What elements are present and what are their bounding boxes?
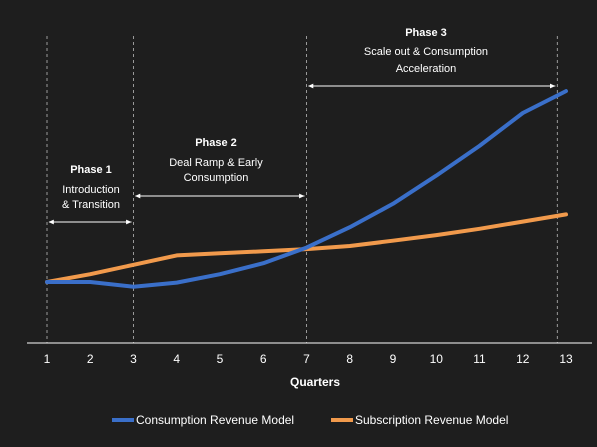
series-line bbox=[45, 89, 568, 289]
x-tick-label: 12 bbox=[516, 352, 530, 366]
phase-description: Scale out & Consumption bbox=[364, 46, 488, 58]
phase-description: Acceleration bbox=[396, 63, 457, 75]
phase-annotations: Phase 1 Introduction & Transition Phase 2 De… bbox=[48, 27, 556, 225]
x-tick-label: 10 bbox=[430, 352, 444, 366]
phase-title: Phase 3 bbox=[405, 27, 447, 39]
phase-description: Consumption bbox=[184, 172, 249, 184]
legend-label: Consumption Revenue Model bbox=[136, 413, 294, 427]
x-tick-label: 2 bbox=[87, 352, 94, 366]
x-tick-label: 7 bbox=[303, 352, 310, 366]
phase-title: Phase 1 bbox=[70, 164, 112, 176]
phase-annotation: Phase 1 Introduction & Transition bbox=[48, 164, 132, 225]
phase-annotation: Phase 2 Deal Ramp & Early Consumption bbox=[134, 137, 305, 199]
legend: Consumption Revenue Model Subscription Re… bbox=[112, 413, 508, 427]
phase-description: Deal Ramp & Early bbox=[169, 157, 263, 169]
x-tick-label: 9 bbox=[390, 352, 397, 366]
phase-title: Phase 2 bbox=[195, 137, 237, 149]
x-tick-labels: 1 2 3 4 5 6 7 8 9 10 11 12 13 bbox=[44, 352, 573, 366]
x-tick-label: 13 bbox=[559, 352, 573, 366]
legend-label: Subscription Revenue Model bbox=[355, 413, 508, 427]
x-tick-label: 8 bbox=[346, 352, 353, 366]
legend-item: Consumption Revenue Model bbox=[112, 413, 294, 427]
x-tick-label: 1 bbox=[44, 352, 51, 366]
phase-annotation: Phase 3 Scale out & Consumption Accelerati… bbox=[307, 27, 556, 89]
phase-dividers bbox=[46, 36, 558, 343]
series-lines bbox=[45, 89, 568, 289]
x-tick-label: 4 bbox=[173, 352, 180, 366]
x-tick-label: 5 bbox=[217, 352, 224, 366]
x-axis-title: Quarters bbox=[290, 375, 340, 389]
x-tick-label: 11 bbox=[473, 352, 486, 366]
x-tick-label: 6 bbox=[260, 352, 267, 366]
legend-item: Subscription Revenue Model bbox=[331, 413, 508, 427]
phase-description: Introduction bbox=[62, 184, 119, 196]
phase-description: & Transition bbox=[62, 199, 120, 211]
x-tick-label: 3 bbox=[130, 352, 137, 366]
